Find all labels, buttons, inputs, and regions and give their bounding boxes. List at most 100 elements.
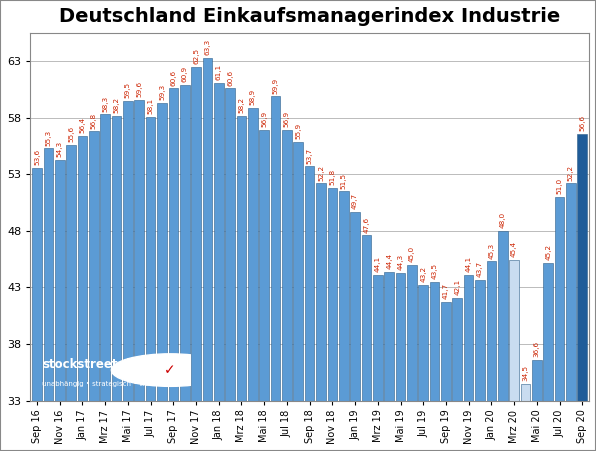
Text: 62,5: 62,5 — [193, 48, 199, 64]
Text: 36,6: 36,6 — [534, 341, 540, 357]
Bar — [521, 383, 530, 400]
Bar — [316, 184, 326, 400]
Bar — [566, 184, 576, 400]
Bar — [362, 235, 371, 400]
Text: 43,5: 43,5 — [432, 263, 437, 279]
Bar — [509, 260, 519, 400]
Text: 61,1: 61,1 — [216, 64, 222, 80]
Bar — [157, 103, 167, 400]
Bar — [305, 166, 315, 400]
Bar — [180, 85, 190, 400]
Text: 56,4: 56,4 — [79, 117, 85, 133]
Text: 43,2: 43,2 — [420, 266, 426, 282]
Bar — [418, 285, 428, 400]
Text: 44,3: 44,3 — [398, 254, 403, 270]
Circle shape — [111, 354, 229, 387]
Text: 47,6: 47,6 — [364, 216, 370, 233]
Text: 42,1: 42,1 — [454, 279, 460, 295]
Text: 53,7: 53,7 — [306, 147, 313, 164]
Text: 34,5: 34,5 — [523, 364, 529, 381]
Text: 55,9: 55,9 — [295, 123, 302, 139]
Text: 44,1: 44,1 — [465, 256, 471, 272]
Text: 54,3: 54,3 — [57, 141, 63, 157]
Text: unabhängig • strategisch • trefflicher: unabhängig • strategisch • trefflicher — [42, 381, 174, 387]
Text: 56,8: 56,8 — [91, 112, 97, 129]
Bar — [464, 275, 473, 400]
Text: 41,7: 41,7 — [443, 283, 449, 299]
Bar — [373, 275, 383, 400]
Text: 55,6: 55,6 — [68, 126, 74, 142]
Text: 60,6: 60,6 — [227, 69, 233, 86]
Bar — [44, 148, 53, 400]
Bar — [282, 130, 292, 400]
Bar — [191, 67, 201, 400]
Bar — [441, 302, 451, 400]
Text: 56,9: 56,9 — [284, 111, 290, 128]
Text: 48,0: 48,0 — [499, 212, 506, 228]
Bar — [237, 115, 246, 400]
Bar — [169, 88, 178, 400]
Bar — [259, 130, 269, 400]
Text: ✓: ✓ — [164, 363, 176, 377]
Text: 58,1: 58,1 — [148, 98, 154, 114]
Text: 58,3: 58,3 — [102, 96, 108, 112]
Text: 51,5: 51,5 — [341, 172, 347, 189]
Bar — [475, 280, 485, 400]
Bar — [146, 117, 156, 400]
Text: 59,9: 59,9 — [272, 78, 278, 93]
Text: 56,9: 56,9 — [261, 111, 267, 128]
Text: 53,6: 53,6 — [34, 149, 40, 165]
Text: 44,1: 44,1 — [375, 256, 381, 272]
Bar — [66, 145, 76, 400]
Bar — [532, 360, 542, 400]
Text: 43,7: 43,7 — [477, 261, 483, 277]
Bar — [293, 142, 303, 400]
Bar — [32, 168, 42, 400]
Text: 55,3: 55,3 — [45, 129, 51, 146]
Text: 63,3: 63,3 — [204, 39, 210, 55]
Bar — [498, 231, 508, 400]
Bar — [89, 131, 99, 400]
Bar — [407, 265, 417, 400]
Text: 45,4: 45,4 — [511, 241, 517, 258]
Text: 59,6: 59,6 — [136, 81, 142, 97]
Bar — [77, 136, 87, 400]
Text: 52,2: 52,2 — [568, 165, 574, 180]
Bar — [430, 282, 439, 400]
Bar — [203, 58, 212, 400]
Bar — [225, 88, 235, 400]
Text: 60,6: 60,6 — [170, 69, 176, 86]
Text: 58,9: 58,9 — [250, 89, 256, 105]
Bar — [555, 197, 564, 400]
Bar — [248, 108, 257, 400]
Text: 49,7: 49,7 — [352, 193, 358, 209]
Text: 52,2: 52,2 — [318, 165, 324, 180]
Bar — [100, 115, 110, 400]
Bar — [350, 212, 360, 400]
Bar — [339, 191, 349, 400]
Text: 45,3: 45,3 — [488, 243, 494, 258]
Bar — [452, 298, 462, 400]
Text: 51,0: 51,0 — [557, 178, 563, 194]
Text: 58,2: 58,2 — [238, 97, 244, 113]
Bar — [384, 272, 394, 400]
Text: 58,2: 58,2 — [114, 97, 120, 113]
Text: 45,0: 45,0 — [409, 246, 415, 262]
Text: 59,5: 59,5 — [125, 82, 131, 98]
Text: 45,2: 45,2 — [545, 244, 551, 260]
Text: 59,3: 59,3 — [159, 84, 165, 100]
Bar — [135, 100, 144, 400]
Text: 51,8: 51,8 — [330, 169, 336, 185]
Bar — [111, 115, 122, 400]
Text: 60,9: 60,9 — [182, 66, 188, 82]
Text: 56,6: 56,6 — [579, 115, 585, 131]
Bar — [578, 133, 587, 400]
Bar — [396, 273, 405, 400]
Text: 44,4: 44,4 — [386, 253, 392, 269]
Bar — [55, 160, 64, 400]
Bar — [544, 262, 553, 400]
Bar — [271, 97, 280, 400]
Bar — [486, 262, 496, 400]
Bar — [214, 83, 224, 400]
Bar — [123, 101, 133, 400]
